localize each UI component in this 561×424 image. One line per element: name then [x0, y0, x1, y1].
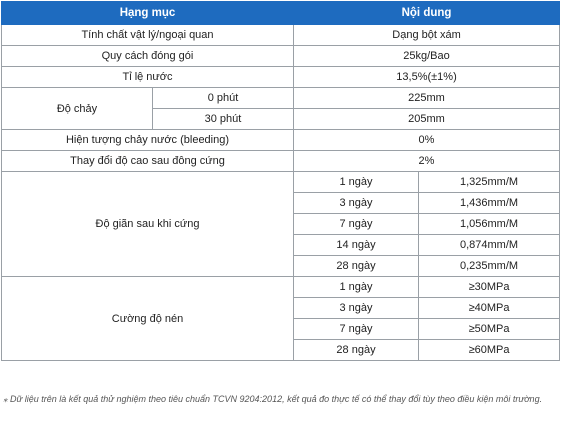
value-cell: 0,874mm/M — [417, 234, 561, 256]
table-row: 28 ngày ≥60MPa — [2, 339, 561, 361]
age-cell: 7 ngày — [293, 213, 419, 235]
row-value: 225mm — [292, 87, 561, 109]
table-row: 28 ngày 0,235mm/M — [2, 255, 561, 277]
table-header-row: Hạng mục Nội dung — [1, 1, 561, 25]
row-label: Độ giãn sau khi cứng — [1, 171, 294, 277]
age-cell: 14 ngày — [293, 234, 419, 256]
value-cell: 0,235mm/M — [417, 255, 561, 277]
table-row: Hiện tượng chảy nước (bleeding) 0% — [1, 129, 561, 151]
table-row: Tỉ lệ nước 13,5%(±1%) — [1, 66, 561, 88]
row-label: Cường độ nén — [1, 276, 294, 361]
value-cell: ≥60MPa — [417, 339, 561, 361]
sub-label: 30 phút — [152, 108, 294, 130]
age-cell: 28 ngày — [293, 339, 419, 361]
row-value: 13,5%(±1%) — [292, 66, 561, 88]
age-cell: 1 ngày — [293, 171, 419, 193]
table-row: Tính chất vật lý/ngoại quan Dạng bột xám — [1, 24, 561, 46]
row-value: Dạng bột xám — [292, 24, 561, 46]
age-cell: 7 ngày — [293, 318, 419, 340]
age-cell: 3 ngày — [293, 192, 419, 214]
table-row: Quy cách đóng gói 25kg/Bao — [1, 45, 561, 67]
header-content: Nội dung — [292, 1, 561, 25]
table-row: Cường độ nén 1 ngày ≥30MPa — [1, 276, 561, 361]
row-label: Hiện tượng chảy nước (bleeding) — [1, 129, 294, 151]
row-value: 2% — [292, 150, 561, 172]
value-cell: ≥50MPa — [417, 318, 561, 340]
table-row: Thay đổi độ cao sau đông cứng 2% — [1, 150, 561, 172]
footnote: ⁎ Dữ liệu trên là kết quả thử nghiệm the… — [3, 394, 543, 404]
age-cell: 1 ngày — [293, 276, 419, 298]
spec-table: Hạng mục Nội dung Tính chất vật lý/ngoại… — [1, 1, 561, 361]
value-cell: 1,056mm/M — [417, 213, 561, 235]
row-label: Tỉ lệ nước — [1, 66, 294, 88]
table-row: Độ giãn sau khi cứng 1 ngày 1,325mm/M — [1, 171, 561, 277]
age-cell: 28 ngày — [293, 255, 419, 277]
row-label: Thay đổi độ cao sau đông cứng — [1, 150, 294, 172]
header-item: Hạng mục — [1, 1, 294, 25]
value-cell: ≥40MPa — [417, 297, 561, 319]
sub-label: 0 phút — [152, 87, 294, 109]
row-label: Tính chất vật lý/ngoại quan — [1, 24, 294, 46]
value-cell: 1,325mm/M — [417, 171, 561, 193]
row-label: Độ chảy — [1, 87, 153, 130]
row-value: 205mm — [292, 108, 561, 130]
value-cell: ≥30MPa — [417, 276, 561, 298]
age-cell: 3 ngày — [293, 297, 419, 319]
row-value: 25kg/Bao — [292, 45, 561, 67]
table-row: 7 ngày 1,056mm/M — [2, 213, 561, 235]
row-value: 0% — [292, 129, 561, 151]
row-label: Quy cách đóng gói — [1, 45, 294, 67]
value-cell: 1,436mm/M — [417, 192, 561, 214]
table-row: 7 ngày ≥50MPa — [2, 318, 561, 340]
table-row: Độ chảy 0 phút 225mm — [1, 87, 561, 130]
